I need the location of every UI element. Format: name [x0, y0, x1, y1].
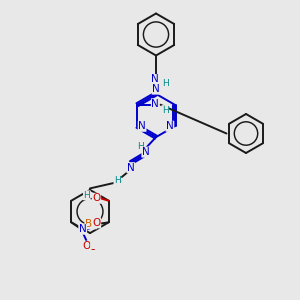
- Text: H: H: [162, 106, 169, 115]
- Text: O: O: [92, 193, 101, 203]
- Text: N: N: [127, 163, 135, 173]
- Text: H: H: [162, 79, 169, 88]
- Text: -: -: [91, 243, 95, 256]
- Text: N: N: [142, 147, 150, 157]
- Text: Br: Br: [85, 219, 97, 229]
- Text: H: H: [138, 142, 144, 152]
- Text: O: O: [92, 218, 101, 228]
- Text: N: N: [138, 121, 146, 131]
- Text: H: H: [114, 176, 121, 185]
- Text: N: N: [152, 84, 160, 94]
- Text: O: O: [82, 241, 90, 251]
- Text: N: N: [152, 99, 159, 109]
- Text: N: N: [166, 121, 174, 131]
- Text: H: H: [83, 191, 90, 200]
- Text: N: N: [151, 74, 158, 85]
- Text: N: N: [79, 224, 87, 234]
